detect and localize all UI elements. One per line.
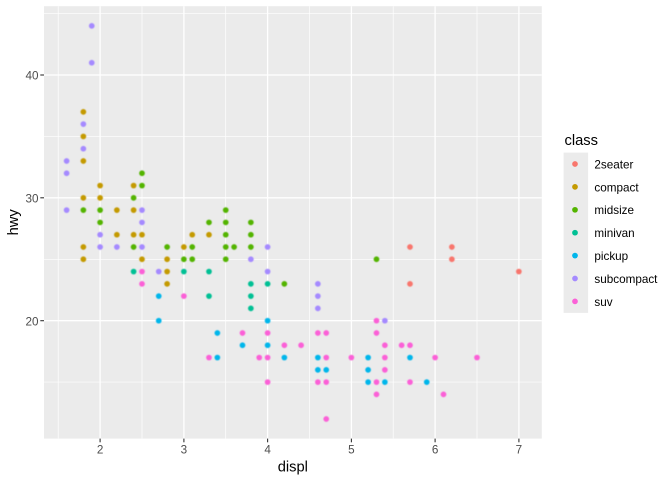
svg-text:compact: compact xyxy=(594,181,639,194)
svg-text:2: 2 xyxy=(97,443,104,456)
svg-text:subcompact: subcompact xyxy=(594,273,658,286)
svg-text:40: 40 xyxy=(25,70,39,83)
svg-text:3: 3 xyxy=(181,443,188,456)
svg-text:suv: suv xyxy=(594,296,612,309)
svg-text:6: 6 xyxy=(432,443,439,456)
svg-text:20: 20 xyxy=(25,315,39,328)
svg-text:hwy: hwy xyxy=(6,209,22,236)
svg-text:midsize: midsize xyxy=(594,204,634,217)
svg-text:pickup: pickup xyxy=(594,250,628,263)
svg-text:minivan: minivan xyxy=(594,227,634,240)
svg-text:4: 4 xyxy=(264,443,271,456)
svg-text:7: 7 xyxy=(516,443,523,456)
svg-text:30: 30 xyxy=(25,192,39,205)
svg-text:displ: displ xyxy=(278,460,308,476)
svg-text:2seater: 2seater xyxy=(594,158,633,171)
svg-text:5: 5 xyxy=(348,443,355,456)
svg-text:class: class xyxy=(565,133,598,149)
